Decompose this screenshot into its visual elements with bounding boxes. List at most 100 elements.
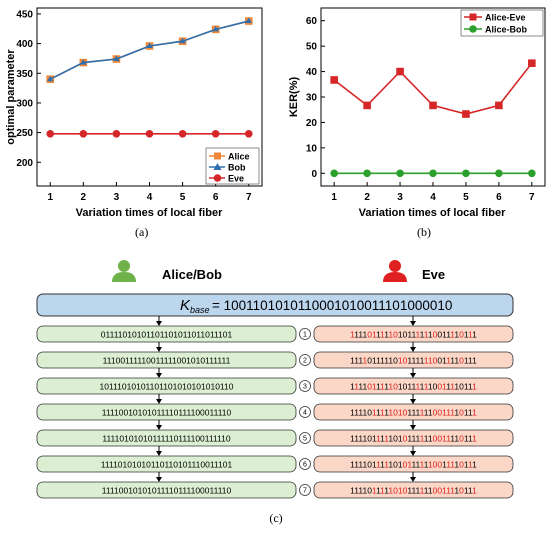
eve-key-bit: 0 bbox=[437, 460, 442, 470]
eve-key-bit: 1 bbox=[376, 460, 381, 470]
eve-key-bit: 1 bbox=[354, 356, 359, 366]
eve-key-bit: 1 bbox=[424, 408, 429, 418]
y-tick-label: 250 bbox=[16, 128, 33, 139]
eve-key-bit: 1 bbox=[376, 408, 381, 418]
eve-key-bit: 1 bbox=[411, 434, 416, 444]
eve-header: Eve bbox=[383, 260, 445, 282]
eve-key-bit: 1 bbox=[384, 382, 389, 392]
chart-b-legend: Alice-Eve Alice-Bob bbox=[460, 9, 544, 37]
eve-key-bit: 0 bbox=[459, 434, 464, 444]
point-alice-bob bbox=[528, 169, 536, 178]
eve-key-bit: 1 bbox=[354, 382, 359, 392]
point-alice-bob bbox=[396, 169, 404, 178]
eve-key-bit: 1 bbox=[468, 382, 473, 392]
eve-key-bit: 0 bbox=[403, 382, 408, 392]
eve-key-bit: 1 bbox=[388, 356, 393, 366]
eve-key-bit: 1 bbox=[424, 330, 429, 340]
legend-item-alice-eve: Alice-Eve bbox=[464, 13, 526, 23]
eve-key-bit: 1 bbox=[446, 382, 451, 392]
eve-key-bit: 0 bbox=[393, 382, 398, 392]
eve-key-bit: 1 bbox=[411, 356, 416, 366]
eve-key-bit: 1 bbox=[362, 330, 367, 340]
eve-key-bit: 0 bbox=[437, 434, 442, 444]
chart-b-ticks: 1 2 3 4 5 6 7 0 10 20 30 40 50 60 bbox=[306, 16, 535, 203]
eve-key-bit: 1 bbox=[358, 330, 363, 340]
y-tick-label: 200 bbox=[16, 158, 33, 169]
point-alice-bob bbox=[363, 169, 371, 178]
eve-key-bit: 1 bbox=[358, 434, 363, 444]
eve-key-bit: 0 bbox=[433, 408, 438, 418]
eve-key-bit: 1 bbox=[384, 434, 389, 444]
eve-key-bit: 1 bbox=[472, 408, 477, 418]
x-tick-label: 4 bbox=[147, 192, 153, 203]
eve-key-bit: 1 bbox=[464, 408, 469, 418]
legend-marker-bob bbox=[213, 163, 222, 170]
legend-marker-alice-bob bbox=[469, 25, 477, 33]
eve-key-bit: 0 bbox=[403, 486, 408, 496]
legend-label-alice-bob: Alice-Bob bbox=[485, 25, 528, 35]
x-tick-label: 7 bbox=[529, 192, 535, 203]
arrow-head bbox=[410, 451, 416, 456]
eve-key-bit: 0 bbox=[367, 356, 372, 366]
eve-key-bit: 1 bbox=[454, 486, 459, 496]
eve-key-bit: 1 bbox=[442, 382, 447, 392]
eve-key-bit: 1 bbox=[420, 408, 425, 418]
legend-label-alice-eve: Alice-Eve bbox=[485, 13, 526, 23]
point-eve bbox=[211, 129, 220, 138]
eve-key-bit: 0 bbox=[403, 460, 408, 470]
arrow-head bbox=[410, 373, 416, 378]
eve-key-bit: 1 bbox=[450, 382, 455, 392]
eve-key-bit: 0 bbox=[367, 382, 372, 392]
step-number: 4 bbox=[303, 410, 307, 417]
eve-title: Eve bbox=[422, 267, 445, 282]
eve-key-bit: 1 bbox=[384, 486, 389, 496]
eve-key-text: 11110111110101111110011110111 bbox=[350, 408, 477, 418]
chart-b-ylabel: KER(%) bbox=[288, 77, 300, 118]
chart-a-ylabel: optimal parameter bbox=[5, 49, 17, 145]
key-rows: 01111010101101101011011011101 11110111110… bbox=[36, 316, 514, 499]
arrow-head bbox=[410, 477, 416, 482]
point-alice-eve bbox=[429, 101, 437, 110]
eve-key-bit: 1 bbox=[398, 408, 403, 418]
eve-key-bit: 0 bbox=[403, 408, 408, 418]
eve-key-text: 11110111110101111110011110111 bbox=[350, 486, 477, 496]
eve-key-bit: 1 bbox=[468, 356, 473, 366]
eve-key-bit: 1 bbox=[472, 356, 477, 366]
y-tick-label: 0 bbox=[311, 169, 317, 180]
chart-b-panel-label: (b) bbox=[417, 225, 431, 239]
legend-marker-alice bbox=[214, 152, 221, 160]
eve-key-bit: 1 bbox=[350, 408, 355, 418]
eve-key-bit: 1 bbox=[420, 486, 425, 496]
chart-a: 1 2 3 4 5 6 7 200 250 300 350 400 450 optimal parame… bbox=[5, 7, 263, 239]
eve-key-bit: 0 bbox=[459, 486, 464, 496]
eve-key-bit: 0 bbox=[433, 460, 438, 470]
point-eve bbox=[112, 129, 121, 138]
eve-key-bit: 1 bbox=[464, 382, 469, 392]
y-tick-label: 30 bbox=[306, 93, 318, 104]
eve-key-bit: 1 bbox=[384, 408, 389, 418]
eve-key-bit: 0 bbox=[367, 330, 372, 340]
base-key-value: = 1001101010110001010011101000010 bbox=[212, 298, 452, 313]
x-tick-label: 2 bbox=[364, 192, 370, 203]
legend-label-eve: Eve bbox=[228, 174, 244, 184]
eve-key-bit: 1 bbox=[407, 434, 412, 444]
eve-key-bit: 1 bbox=[411, 408, 416, 418]
eve-key-bit: 0 bbox=[393, 434, 398, 444]
base-key-box bbox=[36, 293, 514, 317]
eve-key-bit: 0 bbox=[433, 356, 438, 366]
eve-key-bit: 1 bbox=[350, 486, 355, 496]
eve-key-bit: 1 bbox=[468, 460, 473, 470]
x-tick-label: 1 bbox=[331, 192, 337, 203]
eve-key-bit: 1 bbox=[442, 356, 447, 366]
eve-key-bit: 1 bbox=[354, 460, 359, 470]
eve-key-bit: 1 bbox=[372, 486, 377, 496]
eve-key-text: 11110111110101111110011110111 bbox=[350, 356, 477, 366]
step-number: 1 bbox=[303, 332, 307, 339]
alice-bob-key-text: 11110101010110110101110011101 bbox=[101, 460, 233, 470]
y-tick-label: 300 bbox=[16, 98, 33, 109]
y-tick-label: 350 bbox=[16, 69, 33, 80]
arrow-head bbox=[156, 477, 162, 482]
eve-key-bit: 1 bbox=[446, 356, 451, 366]
eve-key-bit: 1 bbox=[362, 460, 367, 470]
